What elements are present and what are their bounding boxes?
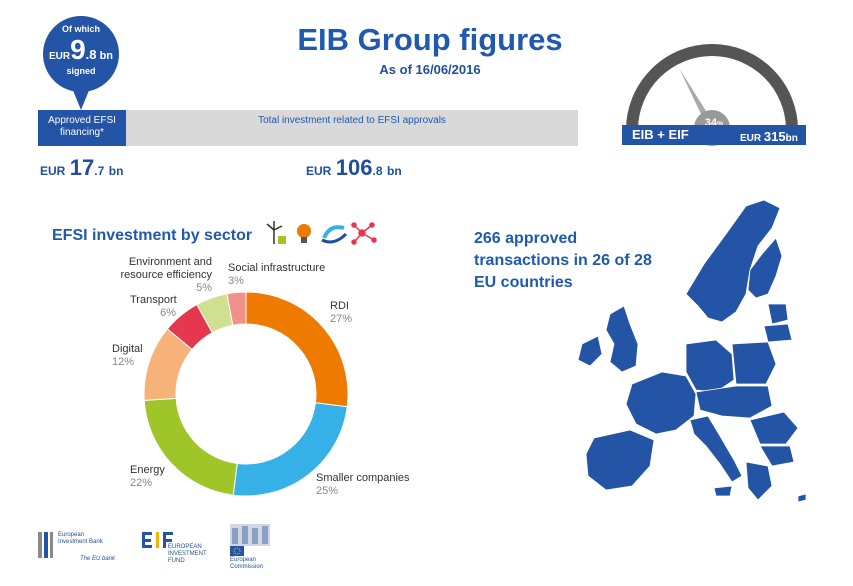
sector-title: EFSI investment by sector bbox=[52, 227, 253, 244]
label-smaller-companies: Smaller companies 25% bbox=[316, 472, 410, 497]
sector-icons bbox=[266, 221, 377, 245]
donut-slice-social-infrastructure bbox=[226, 291, 247, 326]
ec-logo bbox=[230, 524, 270, 556]
signed-bubble bbox=[43, 16, 119, 110]
gauge-label-bar: EIB + EIF EUR 315bn bbox=[622, 125, 806, 145]
recycling-icon bbox=[321, 225, 348, 244]
approved-efsi-bar: Approved EFSI financing* bbox=[38, 110, 126, 146]
signed-label: signed bbox=[66, 66, 96, 76]
label-social-infrastructure: Social infrastructure 3% bbox=[228, 262, 326, 287]
gauge-label: EIB + EIF bbox=[632, 127, 689, 142]
sector-donut-chart bbox=[143, 291, 349, 497]
lightbulb-icon bbox=[297, 224, 311, 243]
label-environment: Environment and resource efficiency 5% bbox=[120, 256, 212, 294]
total-amount: EUR 106.8 bn bbox=[306, 155, 402, 180]
label-digital: Digital 12% bbox=[112, 343, 143, 368]
label-energy: Energy 22% bbox=[130, 464, 165, 489]
total-investment-label: Total investment related to EFSI approva… bbox=[258, 115, 446, 126]
transactions-text: 266 approved transactions in 26 of 28 EU… bbox=[474, 230, 652, 291]
total-investment-bar: Total investment related to EFSI approva… bbox=[126, 110, 578, 146]
eib-logo-text: European Investment Bank bbox=[58, 532, 103, 545]
gauge-target: EUR 315bn bbox=[740, 129, 798, 144]
eif-logo-text: EUROPEAN INVESTMENT FUND bbox=[168, 544, 207, 564]
eif-logo bbox=[142, 532, 173, 548]
wind-turbine-icon bbox=[266, 221, 286, 244]
ec-logo-text: European Commission bbox=[230, 557, 264, 570]
signed-amount: EUR9.8 bn bbox=[48, 34, 114, 65]
label-transport: Transport 6% bbox=[130, 294, 177, 319]
gauge-arc bbox=[626, 44, 798, 131]
label-rdi: RDI 27% bbox=[330, 300, 353, 325]
eib-logo bbox=[38, 532, 53, 558]
efsi-amount: EUR 17.7 bn bbox=[40, 155, 124, 180]
of-which-label: Of which bbox=[62, 24, 100, 34]
network-icon bbox=[351, 222, 377, 245]
approved-efsi-label: Approved EFSI financing* bbox=[48, 115, 116, 138]
as-of-date: As of 16/06/2016 bbox=[379, 62, 481, 77]
europe-map bbox=[577, 199, 806, 503]
page-title: EIB Group figures bbox=[297, 22, 563, 57]
eib-logo-tagline: The EU bank bbox=[80, 556, 116, 562]
